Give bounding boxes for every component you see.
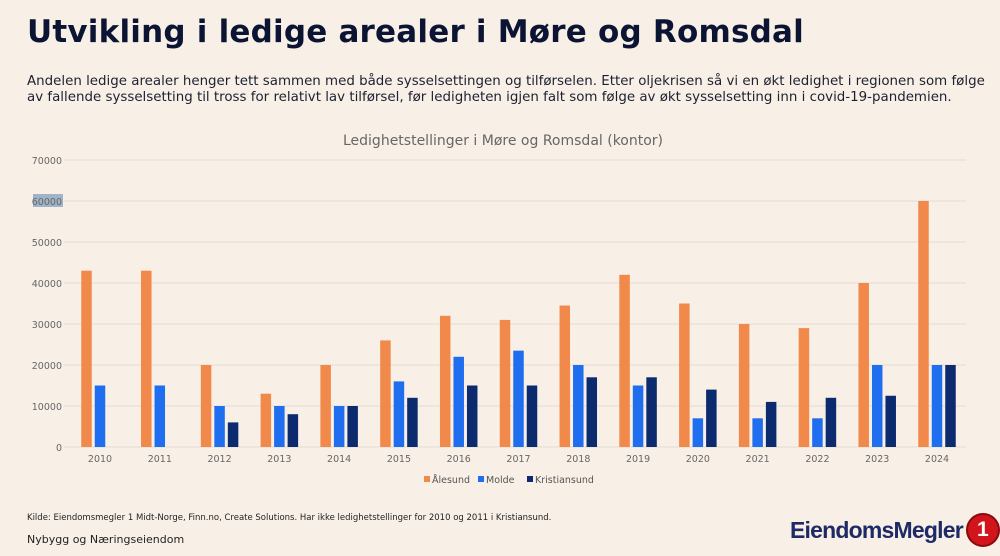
eiendomsmegler-logo: EiendomsMegler 1 <box>790 513 1000 547</box>
bar-kristiansund-2014 <box>347 406 358 447</box>
logo-text: EiendomsMegler <box>790 516 964 543</box>
bar-molde-2018 <box>573 365 584 447</box>
y-tick-label: 10000 <box>32 402 62 413</box>
bar-kristiansund-2018 <box>586 377 598 447</box>
y-tick-label: 30000 <box>32 320 62 331</box>
bar-ålesund-2020 <box>679 303 690 447</box>
bar-ålesund-2012 <box>200 365 212 447</box>
bar-molde-2012 <box>214 406 225 447</box>
x-tick-label: 2012 <box>207 454 231 465</box>
bar-molde-2022 <box>812 418 823 447</box>
bar-kristiansund-2021 <box>765 401 777 447</box>
bar-ålesund-2010 <box>81 270 92 447</box>
bar-ålesund-2011 <box>141 270 152 447</box>
bar-kristiansund-2023 <box>885 395 896 447</box>
bar-ålesund-2015 <box>380 340 391 447</box>
bar-kristiansund-2019 <box>646 377 657 447</box>
bar-molde-2011 <box>154 385 166 447</box>
logo-badge: 1 <box>965 513 1000 547</box>
bar-ålesund-2018 <box>559 305 571 447</box>
bar-molde-2023 <box>871 365 883 447</box>
y-tick-label: 40000 <box>32 279 62 290</box>
bar-molde-2024 <box>931 365 943 447</box>
legend-label: Ålesund <box>432 474 470 486</box>
bar-kristiansund-2020 <box>706 389 717 447</box>
bar-molde-2016 <box>453 356 464 447</box>
y-tick-label: 50000 <box>32 238 62 249</box>
bar-ålesund-2013 <box>260 393 272 447</box>
x-tick-label: 2020 <box>686 454 710 465</box>
bar-kristiansund-2024 <box>945 365 956 447</box>
bar-ålesund-2019 <box>619 274 630 447</box>
x-tick-label: 2021 <box>746 454 770 465</box>
legend-swatch-0 <box>424 476 430 482</box>
bar-kristiansund-2022 <box>825 397 837 447</box>
bar-kristiansund-2013 <box>287 414 299 447</box>
chart-title: Ledighetstellinger i Møre og Romsdal (ko… <box>343 133 663 149</box>
bar-chart: Ledighetstellinger i Møre og Romsdal (ko… <box>32 133 966 486</box>
bar-ålesund-2021 <box>738 324 750 447</box>
x-tick-label: 2019 <box>626 454 650 465</box>
y-tick-label: 0 <box>56 443 62 454</box>
x-tick-label: 2024 <box>925 454 949 465</box>
legend-swatch-1 <box>478 476 484 482</box>
bar-molde-2020 <box>692 418 704 447</box>
x-tick-label: 2018 <box>566 454 590 465</box>
x-tick-label: 2017 <box>506 454 530 465</box>
bar-ålesund-2024 <box>918 201 929 447</box>
x-tick-label: 2014 <box>327 454 351 465</box>
bar-ålesund-2022 <box>798 328 810 447</box>
bar-kristiansund-2012 <box>227 422 239 447</box>
bar-ålesund-2017 <box>499 319 511 447</box>
bar-kristiansund-2017 <box>526 385 538 447</box>
bar-molde-2013 <box>274 406 285 447</box>
x-tick-label: 2011 <box>148 454 172 465</box>
bar-molde-2017 <box>513 350 524 447</box>
bar-molde-2010 <box>94 385 106 447</box>
x-tick-label: 2010 <box>88 454 112 465</box>
bar-molde-2021 <box>752 418 763 447</box>
bar-ålesund-2016 <box>439 315 451 447</box>
y-tick-label: 70000 <box>32 156 62 167</box>
legend-label: Molde <box>486 475 515 486</box>
legend-label: Kristiansund <box>535 475 594 486</box>
source-note: Kilde: Eiendomsmegler 1 Midt-Norge, Finn… <box>27 513 552 523</box>
intro-text: Andelen ledige arealer henger tett samme… <box>27 74 985 105</box>
bar-kristiansund-2015 <box>407 397 418 447</box>
page-title: Utvikling i ledige arealer i Møre og Rom… <box>27 14 804 50</box>
y-tick-label: 60000 <box>32 197 62 208</box>
x-tick-label: 2016 <box>447 454 471 465</box>
bar-ålesund-2023 <box>858 283 869 447</box>
bar-molde-2019 <box>632 385 644 447</box>
footer-text: Nybygg og Næringseiendom <box>27 533 185 546</box>
tick-selection-highlight <box>33 194 63 207</box>
x-tick-label: 2015 <box>387 454 411 465</box>
bar-ålesund-2014 <box>320 365 331 447</box>
bar-kristiansund-2016 <box>466 385 478 447</box>
legend-swatch-2 <box>527 476 533 482</box>
y-tick-label: 20000 <box>32 361 62 372</box>
x-tick-label: 2023 <box>865 454 889 465</box>
x-tick-label: 2022 <box>805 454 829 465</box>
bar-molde-2014 <box>333 406 345 447</box>
x-tick-label: 2013 <box>267 454 291 465</box>
bar-molde-2015 <box>393 381 405 447</box>
